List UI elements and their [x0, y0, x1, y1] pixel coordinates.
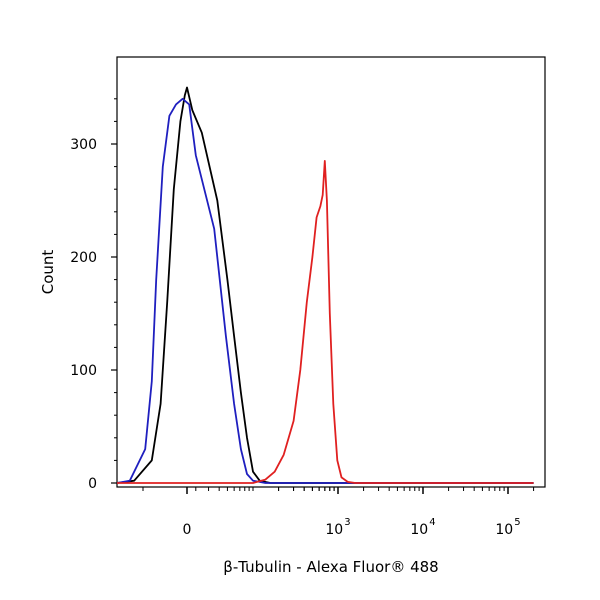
x-tick-base: 10	[410, 522, 428, 538]
plot-frame	[116, 56, 546, 488]
x-axis: 0 103 104 105	[142, 487, 535, 538]
histogram-series-line	[116, 86, 534, 484]
x-tick-base: 10	[325, 522, 343, 538]
y-tick-label: 200	[70, 250, 97, 266]
x-tick-exponent: 5	[514, 517, 520, 528]
x-tick-label: 0	[183, 522, 192, 538]
y-tick-label: 300	[70, 137, 97, 153]
x-tick-exponent: 4	[429, 517, 435, 528]
y-axis: 0 100 200 300	[70, 98, 117, 492]
x-axis-title: β-Tubulin - Alexa Fluor® 488	[223, 558, 438, 576]
x-tick-label: 105	[495, 517, 520, 538]
y-tick-label: 0	[88, 476, 97, 492]
x-tick-base: 0	[183, 522, 192, 538]
histogram-series-line	[117, 159, 534, 484]
series-layer	[116, 86, 534, 484]
x-tick-base: 10	[495, 522, 513, 538]
x-tick-label: 103	[325, 517, 350, 538]
y-tick-label: 100	[70, 363, 97, 379]
y-axis-title: Count	[39, 250, 57, 295]
x-tick-exponent: 3	[344, 517, 350, 528]
x-tick-label: 104	[410, 517, 435, 538]
histogram-series-line	[116, 97, 534, 484]
